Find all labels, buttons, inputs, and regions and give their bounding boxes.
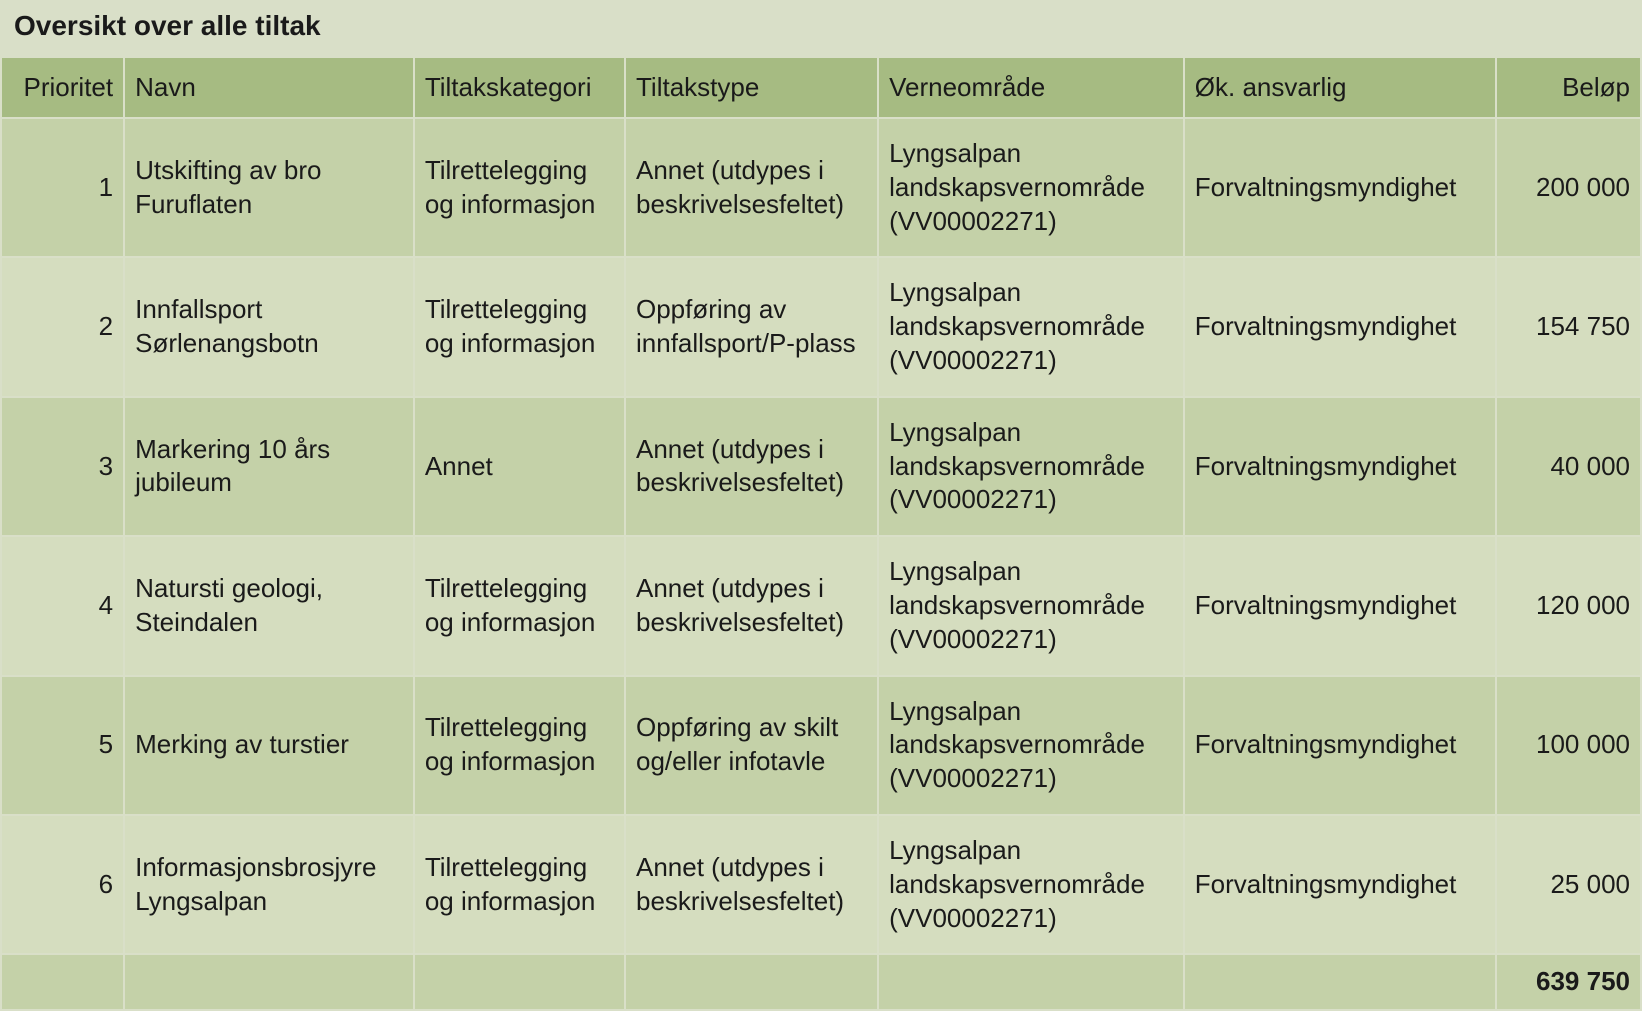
footer-total-amount: 639 750 [1497,955,1640,1009]
cell-name: Innfallsport Sørlenangsbotn [125,258,413,395]
cell-responsible: Forvaltningsmyndighet [1185,537,1495,674]
table-body: 1Utskifting av bro FuruflatenTilretteleg… [2,119,1640,1009]
cell-type: Annet (utdypes i beskrivelsesfeltet) [626,816,877,953]
table-row: 5Merking av turstierTilrettelegging og i… [2,677,1640,814]
table-row: 2Innfallsport SørlenangsbotnTilrettelegg… [2,258,1640,395]
cell-responsible: Forvaltningsmyndighet [1185,816,1495,953]
cell-area: Lyngsalpan landskapsvernområde (VV000022… [879,119,1183,256]
cell-amount: 40 000 [1497,398,1640,535]
cell-category: Annet [415,398,624,535]
cell-responsible: Forvaltningsmyndighet [1185,119,1495,256]
footer-empty-cell [626,955,877,1009]
table-row: 6Informasjonsbrosjyre LyngsalpanTilrette… [2,816,1640,953]
table-header-row: Prioritet Navn Tiltakskategori Tiltaksty… [2,58,1640,117]
table-footer-row: 639 750 [2,955,1640,1009]
cell-amount: 100 000 [1497,677,1640,814]
cell-name: Markering 10 års jubileum [125,398,413,535]
footer-empty-cell [2,955,123,1009]
footer-empty-cell [125,955,413,1009]
cell-priority: 1 [2,119,123,256]
footer-empty-cell [415,955,624,1009]
header-priority: Prioritet [2,58,123,117]
cell-responsible: Forvaltningsmyndighet [1185,398,1495,535]
cell-amount: 25 000 [1497,816,1640,953]
cell-amount: 120 000 [1497,537,1640,674]
cell-area: Lyngsalpan landskapsvernområde (VV000022… [879,677,1183,814]
cell-type: Annet (utdypes i beskrivelsesfeltet) [626,398,877,535]
cell-name: Natursti geologi, Steindalen [125,537,413,674]
cell-responsible: Forvaltningsmyndighet [1185,677,1495,814]
header-responsible: Øk. ansvarlig [1185,58,1495,117]
header-area: Verneområde [879,58,1183,117]
cell-amount: 154 750 [1497,258,1640,395]
footer-empty-cell [1185,955,1495,1009]
cell-priority: 6 [2,816,123,953]
table-row: 3Markering 10 års jubileumAnnetAnnet (ut… [2,398,1640,535]
header-amount: Beløp [1497,58,1640,117]
cell-type: Oppføring av innfallsport/P-plass [626,258,877,395]
cell-category: Tilrettelegging og informasjon [415,119,624,256]
cell-type: Annet (utdypes i beskrivelsesfeltet) [626,119,877,256]
cell-category: Tilrettelegging og informasjon [415,816,624,953]
cell-category: Tilrettelegging og informasjon [415,537,624,674]
cell-category: Tilrettelegging og informasjon [415,258,624,395]
cell-area: Lyngsalpan landskapsvernområde (VV000022… [879,816,1183,953]
cell-area: Lyngsalpan landskapsvernområde (VV000022… [879,258,1183,395]
cell-responsible: Forvaltningsmyndighet [1185,258,1495,395]
header-type: Tiltakstype [626,58,877,117]
cell-priority: 5 [2,677,123,814]
cell-name: Utskifting av bro Furuflaten [125,119,413,256]
cell-name: Informasjonsbrosjyre Lyngsalpan [125,816,413,953]
cell-priority: 4 [2,537,123,674]
cell-area: Lyngsalpan landskapsvernområde (VV000022… [879,537,1183,674]
table-row: 4Natursti geologi, SteindalenTilretteleg… [2,537,1640,674]
cell-priority: 3 [2,398,123,535]
measures-table: Prioritet Navn Tiltakskategori Tiltaksty… [0,56,1642,1011]
measures-table-container: Oversikt over alle tiltak Prioritet Navn… [0,0,1642,1011]
table-title: Oversikt over alle tiltak [0,0,1642,56]
table-row: 1Utskifting av bro FuruflatenTilretteleg… [2,119,1640,256]
footer-empty-cell [879,955,1183,1009]
cell-category: Tilrettelegging og informasjon [415,677,624,814]
cell-amount: 200 000 [1497,119,1640,256]
cell-type: Oppføring av skilt og/eller infotavle [626,677,877,814]
cell-type: Annet (utdypes i beskrivelsesfeltet) [626,537,877,674]
cell-name: Merking av turstier [125,677,413,814]
header-category: Tiltakskategori [415,58,624,117]
header-name: Navn [125,58,413,117]
cell-area: Lyngsalpan landskapsvernområde (VV000022… [879,398,1183,535]
cell-priority: 2 [2,258,123,395]
